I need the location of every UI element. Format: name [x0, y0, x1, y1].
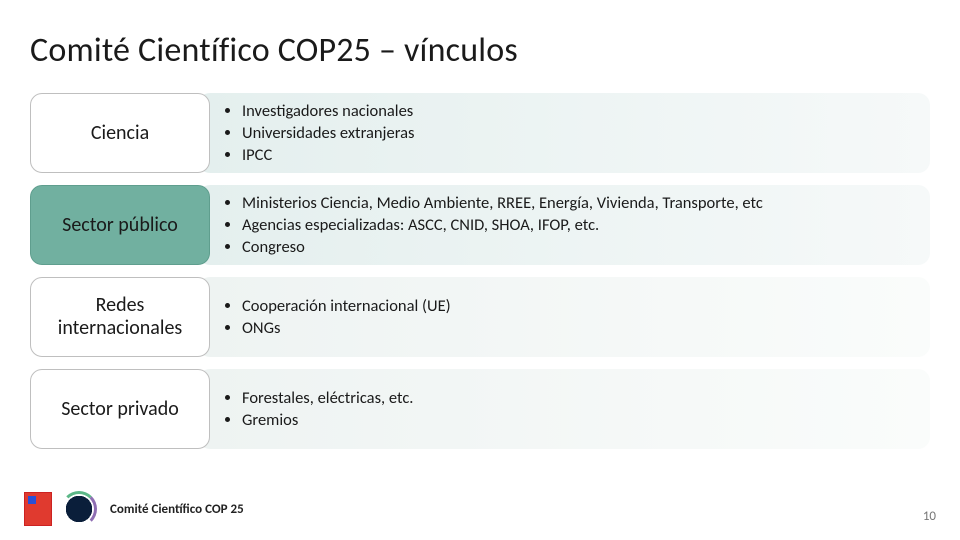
- footer-text: Comité Científico COP 25: [110, 502, 244, 517]
- row-label: Ciencia: [30, 93, 210, 173]
- bullet-item: Gremios: [242, 409, 413, 431]
- page-number: 10: [923, 509, 936, 524]
- bullet-item: Universidades extranjeras: [242, 122, 415, 144]
- cop25-logo-icon: [62, 492, 96, 526]
- slide: Comité Científico COP25 – vínculos Cienc…: [0, 0, 960, 540]
- row-content: Cooperación internacional (UE) ONGs: [198, 277, 930, 357]
- row-label: Redes internacionales: [30, 277, 210, 357]
- footer: Comité Científico COP 25: [24, 492, 244, 526]
- bullet-list: Ministerios Ciencia, Medio Ambiente, RRE…: [222, 192, 763, 259]
- row-sector-publico: Sector público Ministerios Ciencia, Medi…: [30, 185, 930, 265]
- bullet-list: Cooperación internacional (UE) ONGs: [222, 295, 451, 340]
- row-redes-internacionales: Redes internacionales Cooperación intern…: [30, 277, 930, 357]
- bullet-item: ONGs: [242, 317, 451, 339]
- bullet-item: Investigadores nacionales: [242, 100, 415, 122]
- row-label: Sector público: [30, 185, 210, 265]
- bullet-item: Congreso: [242, 236, 763, 258]
- bullet-item: IPCC: [242, 144, 415, 166]
- bullet-list: Forestales, eléctricas, etc. Gremios: [222, 387, 413, 432]
- bullet-item: Ministerios Ciencia, Medio Ambiente, RRE…: [242, 192, 763, 214]
- bullet-item: Forestales, eléctricas, etc.: [242, 387, 413, 409]
- page-title: Comité Científico COP25 – vínculos: [30, 30, 930, 71]
- bullet-item: Cooperación internacional (UE): [242, 295, 451, 317]
- row-content: Investigadores nacionales Universidades …: [198, 93, 930, 173]
- bullet-list: Investigadores nacionales Universidades …: [222, 100, 415, 167]
- gov-logo-icon: [24, 492, 52, 526]
- row-sector-privado: Sector privado Forestales, eléctricas, e…: [30, 369, 930, 449]
- row-label: Sector privado: [30, 369, 210, 449]
- row-content: Forestales, eléctricas, etc. Gremios: [198, 369, 930, 449]
- rows-container: Ciencia Investigadores nacionales Univer…: [30, 93, 930, 449]
- bullet-item: Agencias especializadas: ASCC, CNID, SHO…: [242, 214, 763, 236]
- row-content: Ministerios Ciencia, Medio Ambiente, RRE…: [198, 185, 930, 265]
- row-ciencia: Ciencia Investigadores nacionales Univer…: [30, 93, 930, 173]
